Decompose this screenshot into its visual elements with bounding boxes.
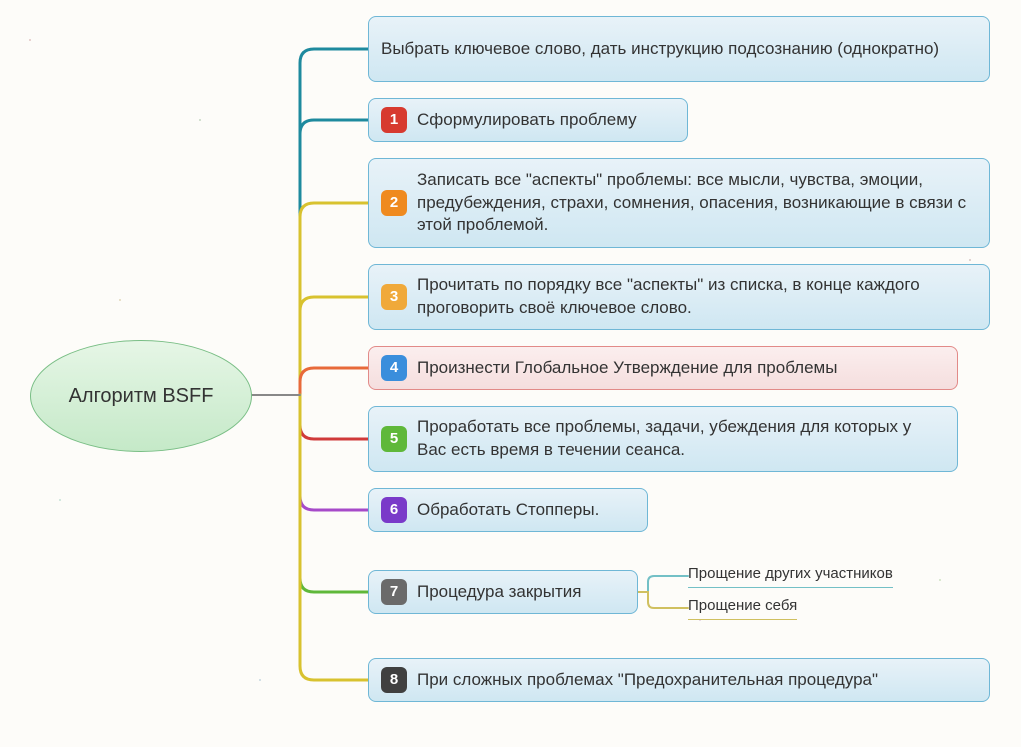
sub-underline: [688, 619, 797, 620]
branch-node-5: 5 Проработать все проблемы, задачи, убежд…: [368, 406, 958, 472]
sub-branch-text: Прощение других участников: [688, 565, 893, 582]
step-badge-7: 7: [381, 579, 407, 605]
branch-text: Произнести Глобальное Утверждение для пр…: [417, 357, 837, 380]
branch-node-0: Выбрать ключевое слово, дать инструкцию …: [368, 16, 990, 82]
branch-node-6: 6 Обработать Стопперы.: [368, 488, 648, 532]
root-node: Алгоритм BSFF: [30, 340, 252, 452]
branch-text: Процедура закрытия: [417, 581, 581, 604]
step-badge-5: 5: [381, 426, 407, 452]
step-badge-6: 6: [381, 497, 407, 523]
branch-text: Обработать Стопперы.: [417, 499, 599, 522]
step-badge-3: 3: [381, 284, 407, 310]
branch-text: Записать все "аспекты" проблемы: все мыс…: [417, 169, 977, 238]
branch-node-4: 4 Произнести Глобальное Утверждение для п…: [368, 346, 958, 390]
branch-node-2: 2 Записать все "аспекты" проблемы: все мы…: [368, 158, 990, 248]
branch-text: При сложных проблемах "Предохранительная…: [417, 669, 878, 692]
branch-node-3: 3 Прочитать по порядку все "аспекты" из с…: [368, 264, 990, 330]
sub-branch-text: Прощение себя: [688, 597, 797, 614]
step-badge-8: 8: [381, 667, 407, 693]
step-badge-4: 4: [381, 355, 407, 381]
mindmap-canvas: Алгоритм BSFF Выбрать ключевое слово, дат…: [0, 0, 1021, 747]
step-badge-2: 2: [381, 190, 407, 216]
branch-text: Прочитать по порядку все "аспекты" из сп…: [417, 274, 977, 320]
branch-node-7: 7 Процедура закрытия: [368, 570, 638, 614]
branch-node-8: 8 При сложных проблемах "Предохранительна…: [368, 658, 990, 702]
step-badge-1: 1: [381, 107, 407, 133]
branch-node-1: 1 Сформулировать проблему: [368, 98, 688, 142]
sub-underline: [688, 587, 893, 588]
branch-text: Сформулировать проблему: [417, 109, 637, 132]
branch-text: Выбрать ключевое слово, дать инструкцию …: [381, 38, 939, 61]
branch-text: Проработать все проблемы, задачи, убежде…: [417, 416, 945, 462]
